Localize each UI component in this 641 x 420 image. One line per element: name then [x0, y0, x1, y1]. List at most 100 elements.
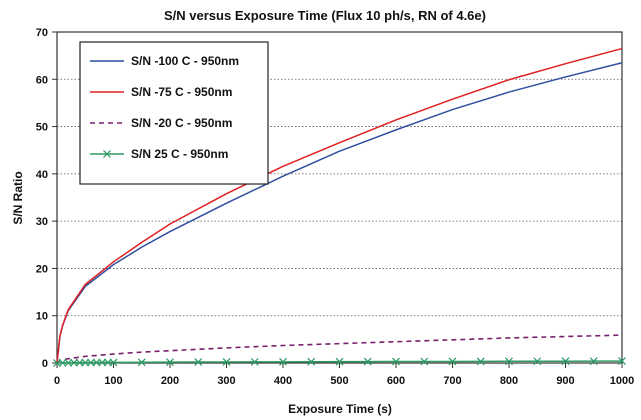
y-tick-label-3: 30	[36, 216, 48, 228]
series-3-point-5	[81, 358, 90, 367]
legend-item-1: S/N -75 C - 950nm	[90, 85, 232, 99]
series-3-point-26	[561, 357, 570, 366]
series-3-point-19	[363, 357, 372, 366]
series-3-point-22	[448, 357, 457, 366]
series-3-point-15-stroke-b	[250, 357, 259, 366]
series-3-point-12	[166, 358, 174, 367]
series-3-point-14-stroke-b	[222, 358, 231, 366]
x-tick-label-10: 1000	[610, 375, 634, 387]
x-tick-label-3: 300	[217, 375, 235, 387]
series-3-point-24	[505, 357, 513, 366]
series-3-point-28	[618, 357, 626, 366]
y-tick-label-4: 40	[36, 169, 48, 181]
series-1	[56, 47, 623, 364]
series-3	[53, 357, 626, 367]
series-3-point-27-stroke-b	[589, 357, 598, 366]
series-3-point-7	[92, 358, 101, 367]
series-3-point-12-stroke-b	[166, 358, 174, 367]
legend: S/N -100 C - 950nm S/N -75 C - 950nm S/N -…	[79, 41, 269, 185]
series-3-point-4	[75, 358, 84, 367]
series-3-point-2	[64, 358, 73, 367]
series-3-point-9-stroke-b	[103, 358, 112, 367]
series-3-point-11-stroke-b	[137, 358, 146, 367]
series-3-point-2-stroke-b	[64, 358, 73, 367]
series-3-point-25	[533, 357, 542, 366]
series-line-1	[56, 47, 623, 364]
series-3-point-9	[103, 358, 112, 367]
legend-item-3: S/N 25 C - 950nm	[90, 147, 228, 161]
legend-box	[79, 41, 269, 185]
series-3-point-18	[335, 357, 344, 366]
series-3-point-26-stroke-b	[561, 357, 570, 366]
series-3-point-19-stroke-b	[363, 357, 372, 366]
y-tick-label-0: 0	[42, 358, 48, 370]
series-3-point-28-stroke-b	[618, 357, 626, 366]
x-tick-label-5: 500	[330, 375, 348, 387]
series-3-point-25-stroke-b	[533, 357, 542, 366]
series-3-point-6	[86, 358, 95, 367]
series-3-point-13	[194, 358, 203, 366]
x-tick-label-8: 800	[500, 375, 518, 387]
y-tick-label-2: 20	[36, 263, 48, 275]
series-3-point-4-stroke-b	[75, 358, 84, 367]
x-tick-label-4: 400	[274, 375, 292, 387]
legend-label-1: S/N -75 C - 950nm	[131, 85, 232, 99]
series-3-point-11	[137, 358, 146, 367]
legend-label-2: S/N -20 C - 950nm	[131, 116, 232, 130]
x-tick-label-1: 100	[104, 375, 122, 387]
chart-title: S/N versus Exposure Time (Flux 10 ph/s, …	[164, 8, 486, 23]
series-line-2	[56, 334, 623, 364]
x-tick-label-6: 600	[387, 375, 405, 387]
series-3-point-3	[70, 358, 78, 367]
series-3-point-14	[222, 358, 231, 366]
x-tick-label-2: 200	[161, 375, 179, 387]
series-3-point-10	[109, 358, 118, 367]
series-3-point-23	[476, 357, 485, 366]
series-3-point-21-stroke-b	[420, 357, 429, 366]
legend-marker-3	[103, 150, 111, 158]
series-3-point-20	[392, 357, 400, 366]
legend-item-2: S/N -20 C - 950nm	[90, 116, 232, 130]
series-3-point-1-stroke-b	[58, 358, 67, 367]
series-3-point-6-stroke-b	[86, 358, 95, 367]
y-tick-label-5: 50	[36, 122, 48, 134]
series-3-point-20-stroke-b	[392, 357, 400, 366]
axis-ticks: 0 100 200 300 400 500 600 700 800 900 1000 0 10 20 30 4…	[36, 27, 634, 387]
series-3-point-21	[420, 357, 429, 366]
series-3-point-1	[58, 358, 67, 367]
series-3-point-22-stroke-b	[448, 357, 457, 366]
series-3-point-3-stroke-b	[70, 358, 78, 367]
series-layer	[53, 47, 626, 367]
series-3-point-23-stroke-b	[476, 357, 485, 366]
series-3-point-8-stroke-b	[98, 358, 107, 367]
series-2	[56, 334, 623, 364]
series-3-point-0-stroke-b	[53, 359, 61, 367]
legend-marker-3-stroke-b	[103, 150, 111, 158]
x-tick-label-7: 700	[443, 375, 461, 387]
series-3-point-16-stroke-b	[279, 357, 287, 366]
x-tick-label-0: 0	[54, 375, 60, 387]
legend-label-3: S/N 25 C - 950nm	[131, 147, 228, 161]
x-axis-label: Exposure Time (s)	[288, 402, 392, 416]
x-tick-label-9: 900	[556, 375, 574, 387]
series-3-point-10-stroke-b	[109, 358, 118, 367]
series-3-point-8	[98, 358, 107, 367]
y-tick-label-7: 70	[36, 27, 48, 39]
series-3-point-18-stroke-b	[335, 357, 344, 366]
y-tick-label-6: 60	[36, 74, 48, 86]
series-3-point-24-stroke-b	[505, 357, 513, 366]
y-tick-label-1: 10	[36, 311, 48, 323]
legend-label-0: S/N -100 C - 950nm	[131, 54, 239, 68]
series-3-point-13-stroke-b	[194, 358, 203, 366]
series-3-point-7-stroke-b	[92, 358, 101, 367]
legend-item-0: S/N -100 C - 950nm	[90, 54, 239, 68]
y-axis-label: S/N Ratio	[11, 171, 25, 224]
series-3-point-5-stroke-b	[81, 358, 90, 367]
series-3-point-17	[307, 357, 316, 366]
series-3-point-27	[589, 357, 598, 366]
series-3-point-15	[250, 357, 259, 366]
series-3-point-16	[279, 357, 287, 366]
series-3-point-17-stroke-b	[307, 357, 316, 366]
